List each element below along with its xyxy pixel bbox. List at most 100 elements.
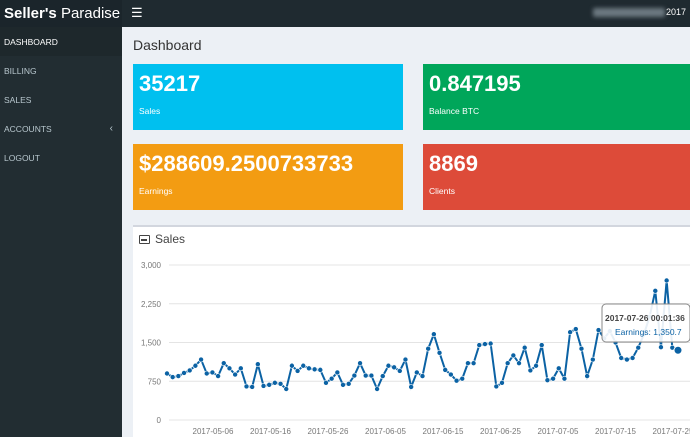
sales-panel-header: Sales [139, 232, 185, 246]
data-point [226, 365, 233, 372]
data-point [323, 380, 329, 386]
data-point [402, 356, 409, 363]
data-point [357, 360, 363, 366]
data-point [192, 362, 199, 369]
data-point [465, 360, 471, 366]
data-point [391, 364, 397, 371]
stat-label: Earnings [139, 186, 173, 196]
data-point [470, 360, 477, 366]
y-tick-label: 3,000 [141, 261, 162, 270]
stat-label: Balance BTC [429, 106, 480, 116]
data-point [215, 373, 221, 379]
data-point [345, 381, 352, 387]
data-point [663, 277, 670, 284]
stat-label: Sales [139, 106, 161, 116]
stat-box-clients: 8869 Clients [423, 144, 690, 210]
stat-label: Clients [429, 186, 455, 196]
data-point [533, 362, 539, 369]
user-suffix: 2017 [665, 7, 686, 17]
data-point [186, 367, 193, 374]
tooltip-value: Earnings: 1,350.7 [615, 327, 682, 337]
y-tick-label: 2,250 [141, 300, 162, 309]
data-point [203, 370, 210, 377]
stat-box-earnings: $288609.2500733733 Earnings [133, 144, 403, 210]
sales-line-chart[interactable]: 0 750 1,500 2,250 3,000 2017-05-06 2017-05-16 2… [133, 227, 690, 437]
data-point [425, 345, 431, 352]
sidebar-item-logout[interactable]: LOGOUT [4, 153, 40, 163]
data-point [635, 344, 642, 351]
data-point [550, 375, 556, 382]
data-point [340, 382, 346, 388]
y-tick-label: 750 [148, 377, 162, 386]
data-point [448, 371, 454, 378]
x-tick-label: 2017-06-05 [365, 427, 406, 436]
stat-value: $288609.2500733733 [139, 151, 354, 176]
sidebar-item-accounts[interactable]: ACCOUNTS ‹ [0, 114, 122, 143]
data-point [572, 326, 579, 332]
data-point [277, 381, 284, 387]
data-point [260, 383, 267, 389]
tooltip-box [601, 303, 690, 343]
data-point [419, 373, 426, 379]
data-point [317, 367, 324, 373]
sidebar: DASHBOARD BILLING SALES ACCOUNTS ‹ LOGOUT [0, 27, 122, 437]
sales-panel-title: Sales [155, 232, 186, 246]
data-point [578, 345, 585, 352]
data-point [504, 360, 511, 366]
data-point [294, 368, 301, 374]
data-point [538, 342, 545, 348]
x-tick-label: 2017-05-16 [250, 427, 291, 436]
data-point [618, 355, 625, 361]
data-point [328, 375, 335, 382]
data-point [374, 386, 380, 392]
data-point [311, 366, 318, 373]
stat-value: 8869 [429, 151, 478, 176]
inbox-icon [139, 235, 150, 244]
data-point [220, 360, 227, 366]
data-point [516, 360, 522, 366]
top-navbar: Seller's Paradise ☰ 2017 [0, 0, 690, 27]
tooltip-title: 2017-07-26 00:01:36 [605, 313, 685, 323]
data-point [283, 386, 290, 392]
page-title: Dashboard [133, 37, 202, 53]
data-point [379, 373, 386, 379]
data-point [272, 380, 278, 386]
data-point [658, 344, 664, 350]
sidebar-item-sales[interactable]: SALES [4, 95, 32, 105]
stat-box-sales: 35217 Sales [133, 64, 403, 130]
data-point [289, 362, 295, 369]
data-point [561, 375, 568, 382]
sidebar-item-billing[interactable]: BILLING [4, 66, 37, 76]
data-point [510, 352, 517, 359]
data-point [334, 369, 341, 376]
data-point [362, 372, 369, 379]
data-point [652, 288, 659, 294]
data-point [181, 370, 187, 376]
data-point [453, 377, 460, 384]
menu-toggle-icon[interactable]: ☰ [131, 5, 143, 20]
data-point [442, 367, 449, 373]
data-point [306, 365, 312, 372]
data-point [164, 370, 170, 377]
data-point [629, 355, 636, 361]
data-point [238, 365, 244, 372]
data-point [459, 375, 466, 382]
data-point [351, 372, 358, 379]
x-tick-label: 2017-07-05 [538, 427, 579, 436]
data-point [482, 341, 488, 347]
data-point [198, 356, 204, 363]
user-menu[interactable]: 2017 [592, 7, 686, 18]
data-point [436, 350, 443, 356]
data-point [255, 361, 261, 367]
data-point [590, 356, 596, 363]
data-point [555, 365, 562, 372]
data-point [476, 342, 483, 348]
data-point [595, 327, 602, 333]
data-point [673, 345, 683, 355]
sidebar-item-dashboard[interactable]: DASHBOARD [0, 27, 122, 56]
brand-logo[interactable]: Seller's Paradise [0, 0, 122, 27]
data-point [175, 373, 182, 379]
x-tick-label: 2017-05-06 [193, 427, 234, 436]
data-point [624, 356, 630, 363]
y-tick-label: 0 [157, 416, 162, 425]
